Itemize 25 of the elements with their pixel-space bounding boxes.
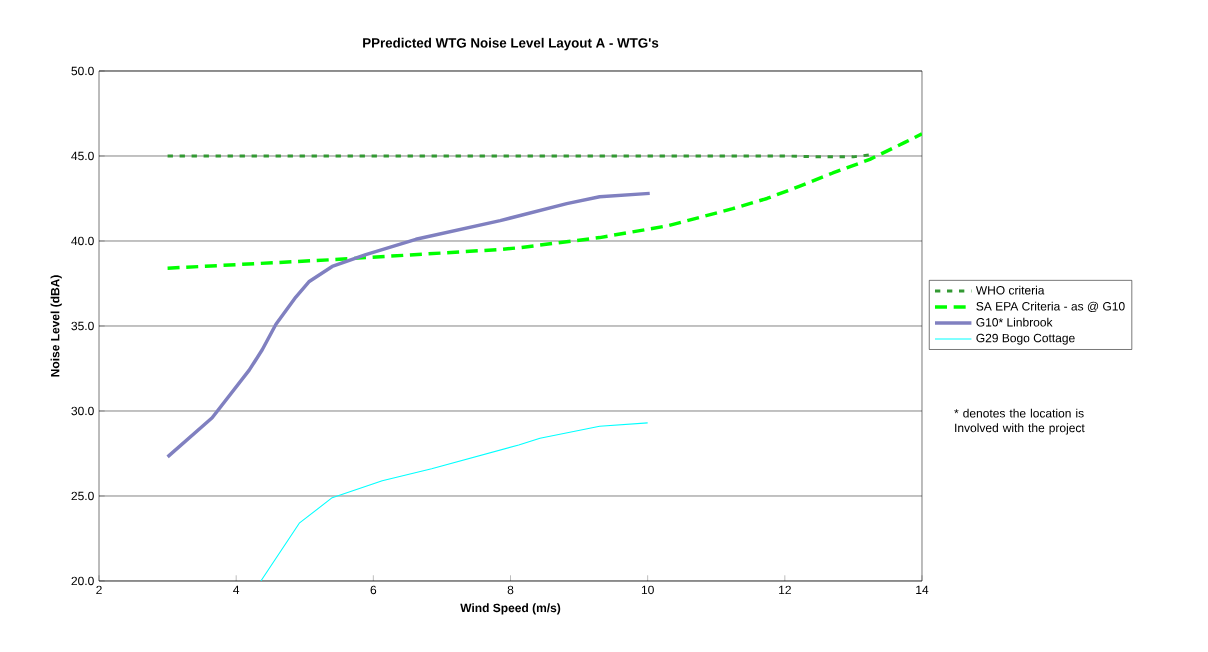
x-tick-label: 12 — [779, 585, 791, 595]
y-tick-label: 50.0 — [71, 66, 94, 76]
y-tick-label: 25.0 — [71, 491, 94, 501]
x-axis-title: Wind Speed (m/s) — [460, 603, 561, 615]
y-tick-label: 35.0 — [71, 321, 94, 331]
x-tick-label: 8 — [507, 585, 514, 595]
y-tick-label: 20.0 — [71, 576, 94, 586]
x-tick-label: 4 — [233, 585, 240, 594]
legend-label: WHO criteria — [975, 285, 1045, 295]
line-series — [165, 132, 922, 270]
y-axis-title: Noise Level (dBA) — [50, 275, 62, 377]
x-tick-label: 2 — [96, 585, 102, 595]
legend-label: SA EPA Criteria - as @ G10 — [976, 301, 1125, 313]
chart-title: PPredicted WTG Noise Level Layout A - WTG's — [363, 37, 659, 51]
x-tick-label: 14 — [916, 585, 929, 594]
y-tick-label: 30.0 — [71, 406, 94, 416]
y-tick-label: 45.0 — [71, 151, 94, 161]
line-series — [260, 422, 649, 581]
x-tick-label: 10 — [641, 585, 654, 595]
x-tick-label: 6 — [370, 585, 377, 595]
legend-label: G29 Bogo Cottage — [976, 333, 1075, 345]
y-tick-label: 40.0 — [71, 236, 94, 246]
line-series — [165, 191, 652, 459]
legend-label: G10* Linbrook — [976, 317, 1053, 327]
text: * denotes the location is Involved with the project — [954, 408, 1085, 435]
